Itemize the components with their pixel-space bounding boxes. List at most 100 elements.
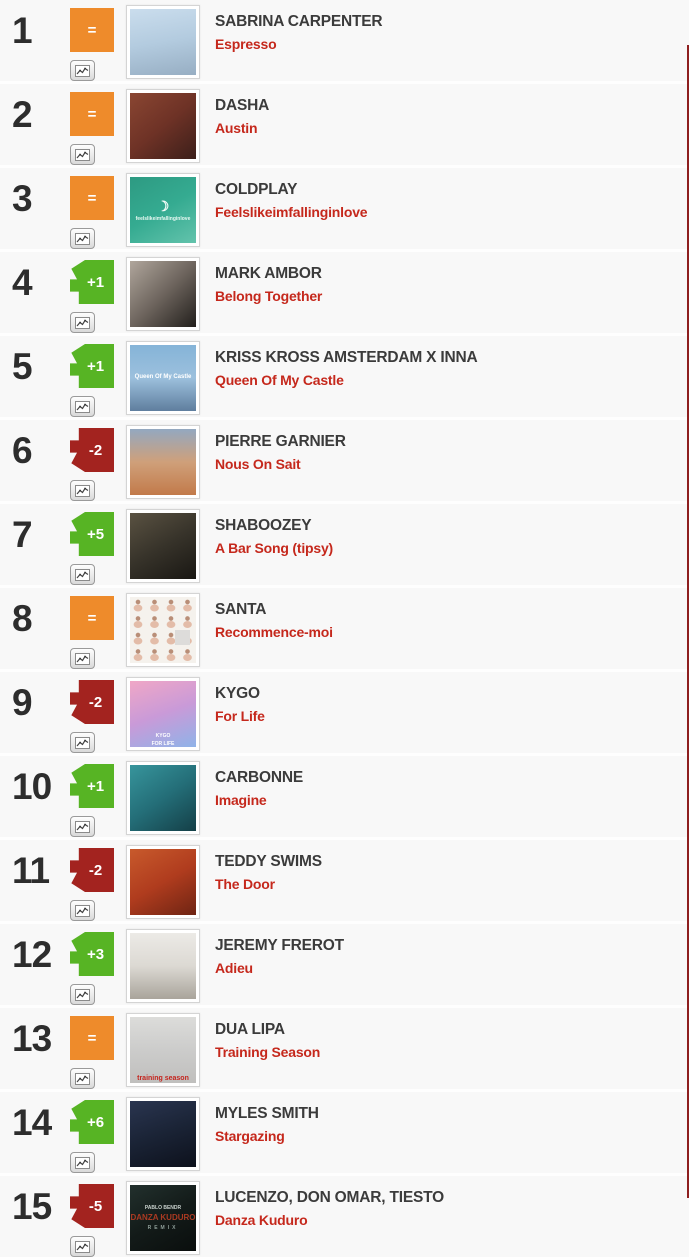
badge-column: +6 (66, 1100, 126, 1173)
rank-change-value: = (87, 609, 97, 627)
artist-link[interactable]: JEREMY FREROT (215, 937, 344, 954)
chart-row: 1 = SABRINA CARPENTER Espresso (0, 0, 689, 84)
title-link[interactable]: Feelslikeimfallinginlove (215, 204, 368, 220)
artist-link[interactable]: DASHA (215, 97, 270, 114)
stats-button[interactable] (70, 228, 95, 249)
album-art-frame[interactable] (126, 593, 200, 667)
title-link[interactable]: Nous On Sait (215, 456, 301, 472)
rank-change-badge: = (70, 92, 114, 136)
artist-link[interactable]: SHABOOZEY (215, 517, 312, 534)
rank-change-value: +5 (86, 525, 105, 543)
title-link[interactable]: Queen Of My Castle (215, 372, 344, 388)
album-art: training season (130, 1017, 196, 1083)
artist-link[interactable]: MYLES SMITH (215, 1105, 319, 1122)
rank-number: 4 (12, 262, 33, 303)
badge-column: -2 (66, 428, 126, 501)
stats-button[interactable] (70, 984, 95, 1005)
stats-button[interactable] (70, 312, 95, 333)
album-art-frame[interactable] (126, 257, 200, 331)
album-art-frame[interactable] (126, 509, 200, 583)
track-info: DUA LIPA Training Season (215, 1021, 320, 1060)
rank-change-value: = (87, 1029, 97, 1047)
album-art-frame[interactable] (126, 89, 200, 163)
album-art-frame[interactable]: training season (126, 1013, 200, 1087)
track-info: KYGO For Life (215, 685, 265, 724)
line-chart-icon (75, 64, 90, 77)
artist-link[interactable]: SABRINA CARPENTER (215, 13, 383, 30)
stats-button[interactable] (70, 396, 95, 417)
album-art-frame[interactable] (126, 1097, 200, 1171)
stats-button[interactable] (70, 144, 95, 165)
track-info: DASHA Austin (215, 97, 269, 136)
album-art: Queen Of My Castle (130, 345, 196, 411)
stats-button[interactable] (70, 1152, 95, 1173)
rank-change-value: +3 (86, 945, 105, 963)
stats-button[interactable] (70, 816, 95, 837)
stats-button[interactable] (70, 1236, 95, 1257)
title-link[interactable]: Training Season (215, 1044, 321, 1060)
stats-button[interactable] (70, 648, 95, 669)
badge-column: -2 (66, 680, 126, 753)
artist-link[interactable]: TEDDY SWIMS (215, 853, 322, 870)
album-art-frame[interactable]: ☽ feelslikeimfallinginlove (126, 173, 200, 247)
rank-change-badge: +5 (70, 512, 114, 556)
title-link[interactable]: Imagine (215, 792, 267, 808)
album-art-frame[interactable] (126, 929, 200, 1003)
title-link[interactable]: Austin (215, 120, 258, 136)
title-link[interactable]: Stargazing (215, 1128, 285, 1144)
album-art-frame[interactable] (126, 845, 200, 919)
album-art-frame[interactable] (126, 5, 200, 79)
rank-change-badge: +6 (70, 1100, 114, 1144)
badge-column: -2 (66, 848, 126, 921)
stats-button[interactable] (70, 564, 95, 585)
rank-change-badge: +1 (70, 260, 114, 304)
album-art-frame[interactable]: PABLO BENDR DANZA KUDURO REMIX (126, 1181, 200, 1255)
stats-button[interactable] (70, 1068, 95, 1089)
line-chart-icon (75, 988, 90, 1001)
title-link[interactable]: A Bar Song (tipsy) (215, 540, 333, 556)
title-link[interactable]: The Door (215, 876, 275, 892)
line-chart-icon (75, 736, 90, 749)
album-art-frame[interactable] (126, 425, 200, 499)
artist-link[interactable]: SANTA (215, 601, 267, 618)
artist-link[interactable]: KRISS KROSS AMSTERDAM X INNA (215, 349, 478, 366)
chart-row: 11 -2 TEDDY SWIMS The Door (0, 840, 689, 924)
artist-link[interactable]: DUA LIPA (215, 1021, 285, 1038)
title-link[interactable]: Recommence-moi (215, 624, 333, 640)
album-art (130, 513, 196, 579)
title-link[interactable]: Belong Together (215, 288, 323, 304)
title-link[interactable]: Danza Kuduro (215, 1212, 308, 1228)
rank-change-value: = (87, 105, 97, 123)
title-link[interactable]: Adieu (215, 960, 253, 976)
track-info: MARK AMBOR Belong Together (215, 265, 322, 304)
stats-button[interactable] (70, 60, 95, 81)
artist-link[interactable]: CARBONNE (215, 769, 303, 786)
rank-change-value: -2 (88, 441, 103, 459)
line-chart-icon (75, 652, 90, 665)
artist-link[interactable]: COLDPLAY (215, 181, 298, 198)
album-art-text: feelslikeimfallinginlove (135, 216, 191, 223)
album-art (130, 261, 196, 327)
track-info: SHABOOZEY A Bar Song (tipsy) (215, 517, 333, 556)
stats-button[interactable] (70, 900, 95, 921)
artist-link[interactable]: MARK AMBOR (215, 265, 322, 282)
album-art-text: Queen Of My Castle (134, 374, 192, 381)
album-art: ☽ feelslikeimfallinginlove (130, 177, 196, 243)
chart-row: 12 +3 JEREMY FREROT Adieu (0, 924, 689, 1008)
album-art-frame[interactable]: KYGO FOR LIFE (126, 677, 200, 751)
rank-change-value: +1 (86, 357, 105, 375)
album-art-frame[interactable]: Queen Of My Castle (126, 341, 200, 415)
badge-column: = (66, 596, 126, 669)
title-link[interactable]: For Life (215, 708, 265, 724)
chart-row: 13 = training season DUA LIPA Training S… (0, 1008, 689, 1092)
album-art-frame[interactable] (126, 761, 200, 835)
artist-link[interactable]: LUCENZO, DON OMAR, TIESTO (215, 1189, 444, 1206)
album-art: KYGO FOR LIFE (130, 681, 196, 747)
artist-link[interactable]: KYGO (215, 685, 260, 702)
stats-button[interactable] (70, 480, 95, 501)
album-art (130, 9, 196, 75)
stats-button[interactable] (70, 732, 95, 753)
title-link[interactable]: Espresso (215, 36, 277, 52)
artist-link[interactable]: PIERRE GARNIER (215, 433, 346, 450)
chart-row: 6 -2 PIERRE GARNIER Nous On Sait (0, 420, 689, 504)
